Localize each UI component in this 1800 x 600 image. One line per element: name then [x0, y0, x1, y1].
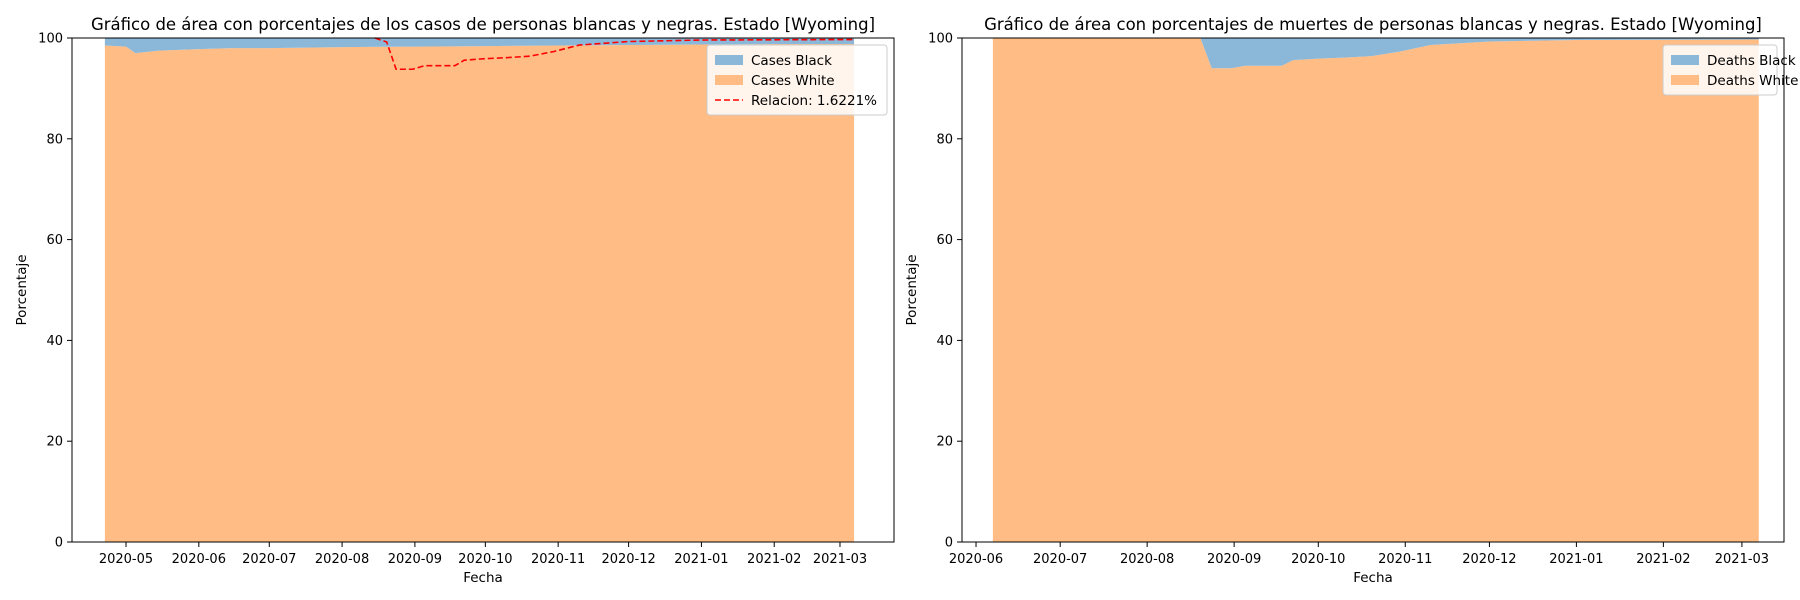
- chart2-legend-swatch-deaths-black: [1671, 55, 1699, 65]
- chart2-x-tick-label: 2020-10: [1291, 552, 1345, 567]
- chart1-x-tick-label: 2020-05: [99, 552, 153, 567]
- chart1-legend-swatch-cases-black: [715, 55, 743, 65]
- chart1-legend-swatch-cases-white: [715, 75, 743, 85]
- chart2-y-tick-label: 0: [945, 536, 953, 551]
- chart2-y-tick-label: 40: [936, 334, 953, 349]
- chart2-y-tick-label: 60: [936, 233, 953, 248]
- chart1-legend-box: [706, 44, 888, 116]
- chart1-area-cases-white: [104, 44, 855, 542]
- chart2-area-deaths-white: [992, 38, 1759, 542]
- chart1-y-tick-label: 60: [46, 233, 63, 248]
- chart1-x-tick-label: 2020-09: [388, 552, 442, 567]
- chart1: 2020-05 2020-06 2020-07 2020-08 2020-09 2020-…: [14, 15, 895, 586]
- chart2-plot-frame: [961, 37, 1785, 543]
- chart2-legend-label-deaths-white: Deaths White: [1707, 73, 1798, 89]
- chart1-x-tick-label: 2021-03: [813, 552, 867, 567]
- chart2: 2020-06 2020-07 2020-08 2020-09 2020-10 2020-…: [904, 15, 1798, 586]
- chart1-x-tick-label: 2020-08: [315, 552, 369, 567]
- chart1-x-tick-label: 2020-12: [601, 552, 655, 567]
- chart1-area-cases-black: [104, 38, 855, 54]
- chart1-y-tick-label: 80: [46, 132, 63, 147]
- chart1-legend-label-cases-white: Cases White: [751, 73, 835, 89]
- chart1-plot-frame: [71, 37, 895, 543]
- chart2-legend-swatch-deaths-white: [1671, 75, 1699, 85]
- chart1-legend: Cases Black Cases White Relacion: 1.6221%: [706, 44, 888, 116]
- chart1-y-tick-label: 20: [46, 435, 63, 450]
- chart2-area-deaths-black: [992, 38, 1759, 69]
- chart1-x-tick-label: 2020-06: [172, 552, 226, 567]
- chart2-x-tick-label: 2021-02: [1636, 552, 1690, 567]
- chart2-x-tick-label: 2020-09: [1207, 552, 1261, 567]
- chart1-legend-label-cases-black: Cases Black: [751, 53, 832, 69]
- chart1-legend-label-relacion-1-6221-: Relacion: 1.6221%: [751, 93, 877, 109]
- chart1-x-tick-label: 2020-07: [242, 552, 296, 567]
- chart1-y-axis-label: Porcentaje: [14, 254, 30, 325]
- chart1-y-tick-label: 100: [38, 32, 63, 47]
- chart2-y-axis-label: Porcentaje: [904, 254, 920, 325]
- chart1-y-tick-label: 0: [55, 536, 63, 551]
- chart1-x-tick-label: 2021-01: [674, 552, 728, 567]
- chart1-x-tick-label: 2020-11: [531, 552, 585, 567]
- chart2-legend: Deaths Black Deaths White: [1662, 44, 1798, 96]
- chart2-title: Gráfico de área con porcentajes de muert…: [984, 15, 1762, 34]
- chart2-x-tick-label: 2021-01: [1549, 552, 1603, 567]
- chart1-x-tick-label: 2021-02: [747, 552, 801, 567]
- chart2-x-tick-label: 2020-11: [1378, 552, 1432, 567]
- chart2-x-axis-label: Fecha: [1353, 570, 1393, 586]
- chart1-ratio-line: [374, 37, 855, 71]
- chart1-title: Gráfico de área con porcentajes de los c…: [91, 15, 875, 34]
- chart2-x-tick-label: 2020-07: [1033, 552, 1087, 567]
- chart1-x-axis-label: Fecha: [463, 570, 503, 586]
- chart2-x-tick-label: 2020-12: [1462, 552, 1516, 567]
- chart1-x-tick-label: 2020-10: [458, 552, 512, 567]
- chart2-y-tick-label: 80: [936, 132, 953, 147]
- chart2-y-tick-label: 100: [928, 32, 953, 47]
- chart2-x-tick-label: 2021-03: [1715, 552, 1769, 567]
- chart2-x-tick-label: 2020-06: [949, 552, 1003, 567]
- chart2-y-tick-label: 20: [936, 435, 953, 450]
- chart2-legend-label-deaths-black: Deaths Black: [1707, 53, 1796, 69]
- chart2-x-tick-label: 2020-08: [1120, 552, 1174, 567]
- chart1-y-tick-label: 40: [46, 334, 63, 349]
